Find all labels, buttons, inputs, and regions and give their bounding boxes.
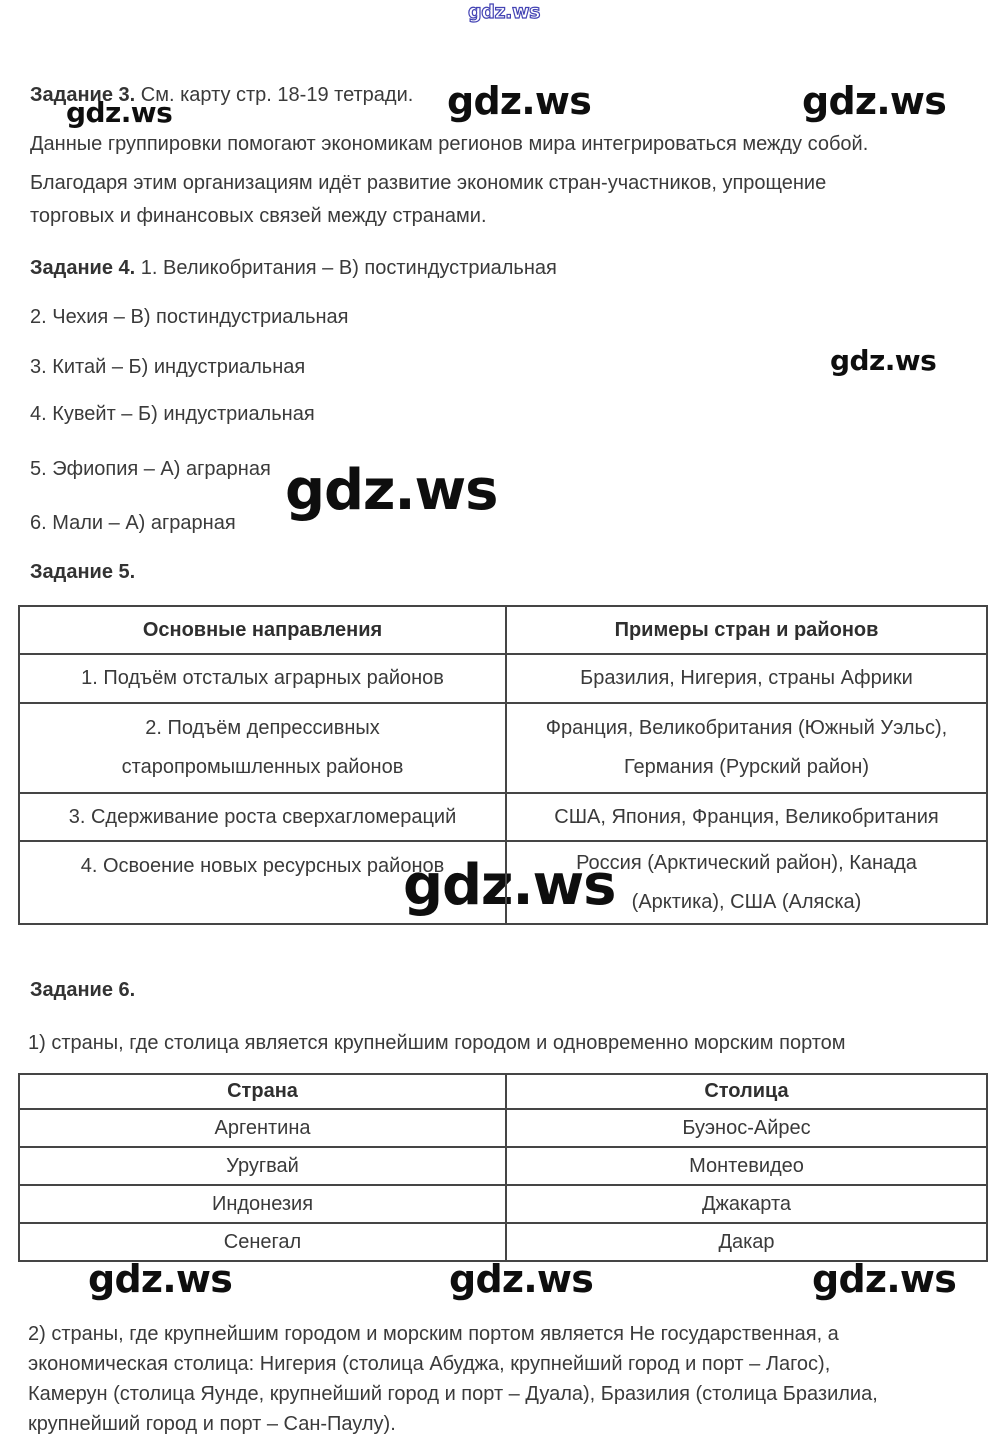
task5-col-header-examples: Примеры стран и районов (614, 618, 879, 641)
direction-cell: 3. Сдерживание роста сверхагломераций (20, 794, 507, 840)
task3-paragraph-line: Благодаря этим организациям идёт развити… (30, 172, 827, 194)
cell-line: 1. Подъём отсталых аграрных районов (81, 667, 444, 689)
task4-label: Задание 4. (30, 257, 136, 279)
task4-item: 1. Великобритания – В) постиндустриальна… (140, 257, 557, 279)
country-cell: Уругвай (20, 1148, 507, 1184)
direction-cell: 2. Подъём депрессивных старопромышленных… (20, 704, 507, 792)
task6-label: Задание 6. (30, 979, 136, 1001)
capital-cell: Дакар (718, 1231, 775, 1253)
gdz-watermark: gdz.ws (447, 79, 592, 123)
capital-cell: Джакарта (701, 1193, 792, 1215)
task4-item: 3. Китай – Б) индустриальная (30, 356, 306, 378)
examples-cell: Бразилия, Нигерия, страны Африки (507, 655, 986, 702)
task3-paragraph-line: Данные группировки помогают экономикам р… (30, 133, 869, 155)
task6-col-header-capital: Столица (704, 1080, 789, 1102)
gdz-watermark: gdz.ws (449, 1257, 594, 1301)
task4-heading: Задание 4. 1. Великобритания – В) постин… (30, 256, 557, 280)
gdz-watermark: gdz.ws (830, 344, 937, 377)
task6-item2-line: Камерун (столица Яунде, крупнейший город… (28, 1383, 878, 1405)
task3-label: Задание 3. (30, 84, 136, 106)
table-row: 2. Подъём депрессивных старопромышленных… (20, 702, 986, 792)
task4-item: 2. Чехия – В) постиндустриальная (30, 306, 349, 328)
cell-line: Россия (Арктический район), Канада (576, 851, 917, 874)
country-cell: Сенегал (20, 1224, 507, 1260)
cell-line: 4. Освоение новых ресурсных районов (80, 855, 445, 877)
capital-cell: Буэнос-Айрес (682, 1117, 811, 1139)
capital-cell: Монтевидео (689, 1155, 804, 1177)
gdz-watermark: gdz.ws (285, 458, 499, 523)
table-row: Индонезия Джакарта (20, 1184, 986, 1222)
table-row: 1. Подъём отсталых аграрных районов Браз… (20, 653, 986, 702)
cell-line: старопромышленных районов (121, 756, 404, 778)
gdz-watermark: gdz.ws (467, 1, 541, 23)
gdz-watermark: gdz.ws (88, 1257, 233, 1301)
cell-line: Франция, Великобритания (Южный Уэльс), (545, 717, 948, 739)
task6-table-header-row: Страна Столица (20, 1075, 986, 1108)
task5-label: Задание 5. (30, 561, 136, 583)
gdz-watermark: gdz.ws (812, 1257, 957, 1301)
task4-item: 4. Кувейт – Б) индустриальная (30, 403, 315, 425)
task3-heading: Задание 3. См. карту стр. 18-19 тетради. (30, 83, 413, 107)
direction-cell: 4. Освоение новых ресурсных районов (20, 842, 507, 923)
cell-line: Бразилия, Нигерия, страны Африки (580, 667, 913, 689)
table-row: Уругвай Монтевидео (20, 1146, 986, 1184)
country-cell: Индонезия (20, 1186, 507, 1222)
table-row: 4. Освоение новых ресурсных районов Росс… (20, 840, 986, 923)
cell-line: 2. Подъём депрессивных (145, 717, 380, 739)
task6-col-header-country: Страна (20, 1075, 507, 1108)
cell-line: Германия (Рурский район) (623, 756, 869, 778)
country-cell: Аргентина (20, 1110, 507, 1146)
task3-intro: См. карту стр. 18-19 тетради. (140, 84, 414, 106)
examples-cell: Франция, Великобритания (Южный Уэльс), Г… (507, 704, 986, 792)
task4-item: 6. Мали – А) аграрная (30, 512, 236, 534)
task6-item2-line: экономическая столица: Нигерия (столица … (28, 1353, 831, 1375)
gdz-watermark: gdz.ws (802, 79, 947, 123)
table-row: 3. Сдерживание роста сверхагломераций СШ… (20, 792, 986, 840)
table-row: Аргентина Буэнос-Айрес (20, 1108, 986, 1146)
direction-cell: 1. Подъём отсталых аграрных районов (20, 655, 507, 702)
gdz-watermark: gdz.ws (66, 96, 173, 129)
task6-item2-line: 2) страны, где крупнейшим городом и морс… (28, 1323, 839, 1345)
table-row: Сенегал Дакар (20, 1222, 986, 1260)
cell-line: 3. Сдерживание роста сверхагломераций (68, 805, 457, 828)
task4-item: 5. Эфиопия – А) аграрная (30, 458, 271, 480)
task5-col-header-directions: Основные направления (20, 607, 507, 653)
task6-table: Страна Столица Аргентина Буэнос-Айрес Ур… (18, 1073, 988, 1262)
task6-item1: 1) страны, где столица является крупнейш… (28, 1032, 846, 1054)
cell-line: (Арктика), США (Аляска) (631, 890, 862, 913)
task5-table: Основные направления Примеры стран и рай… (18, 605, 988, 925)
cell-line: США, Япония, Франция, Великобритания (554, 805, 939, 828)
gdz-watermark: gdz.ws (403, 853, 617, 918)
examples-cell: Россия (Арктический район), Канада (Аркт… (507, 842, 986, 923)
examples-cell: США, Япония, Франция, Великобритания (507, 794, 986, 840)
task3-paragraph-line: торговых и финансовых связей между стран… (30, 205, 487, 227)
task6-item2-line: крупнейший город и порт – Сан-Паулу). (28, 1413, 396, 1435)
task5-table-header-row: Основные направления Примеры стран и рай… (20, 607, 986, 653)
